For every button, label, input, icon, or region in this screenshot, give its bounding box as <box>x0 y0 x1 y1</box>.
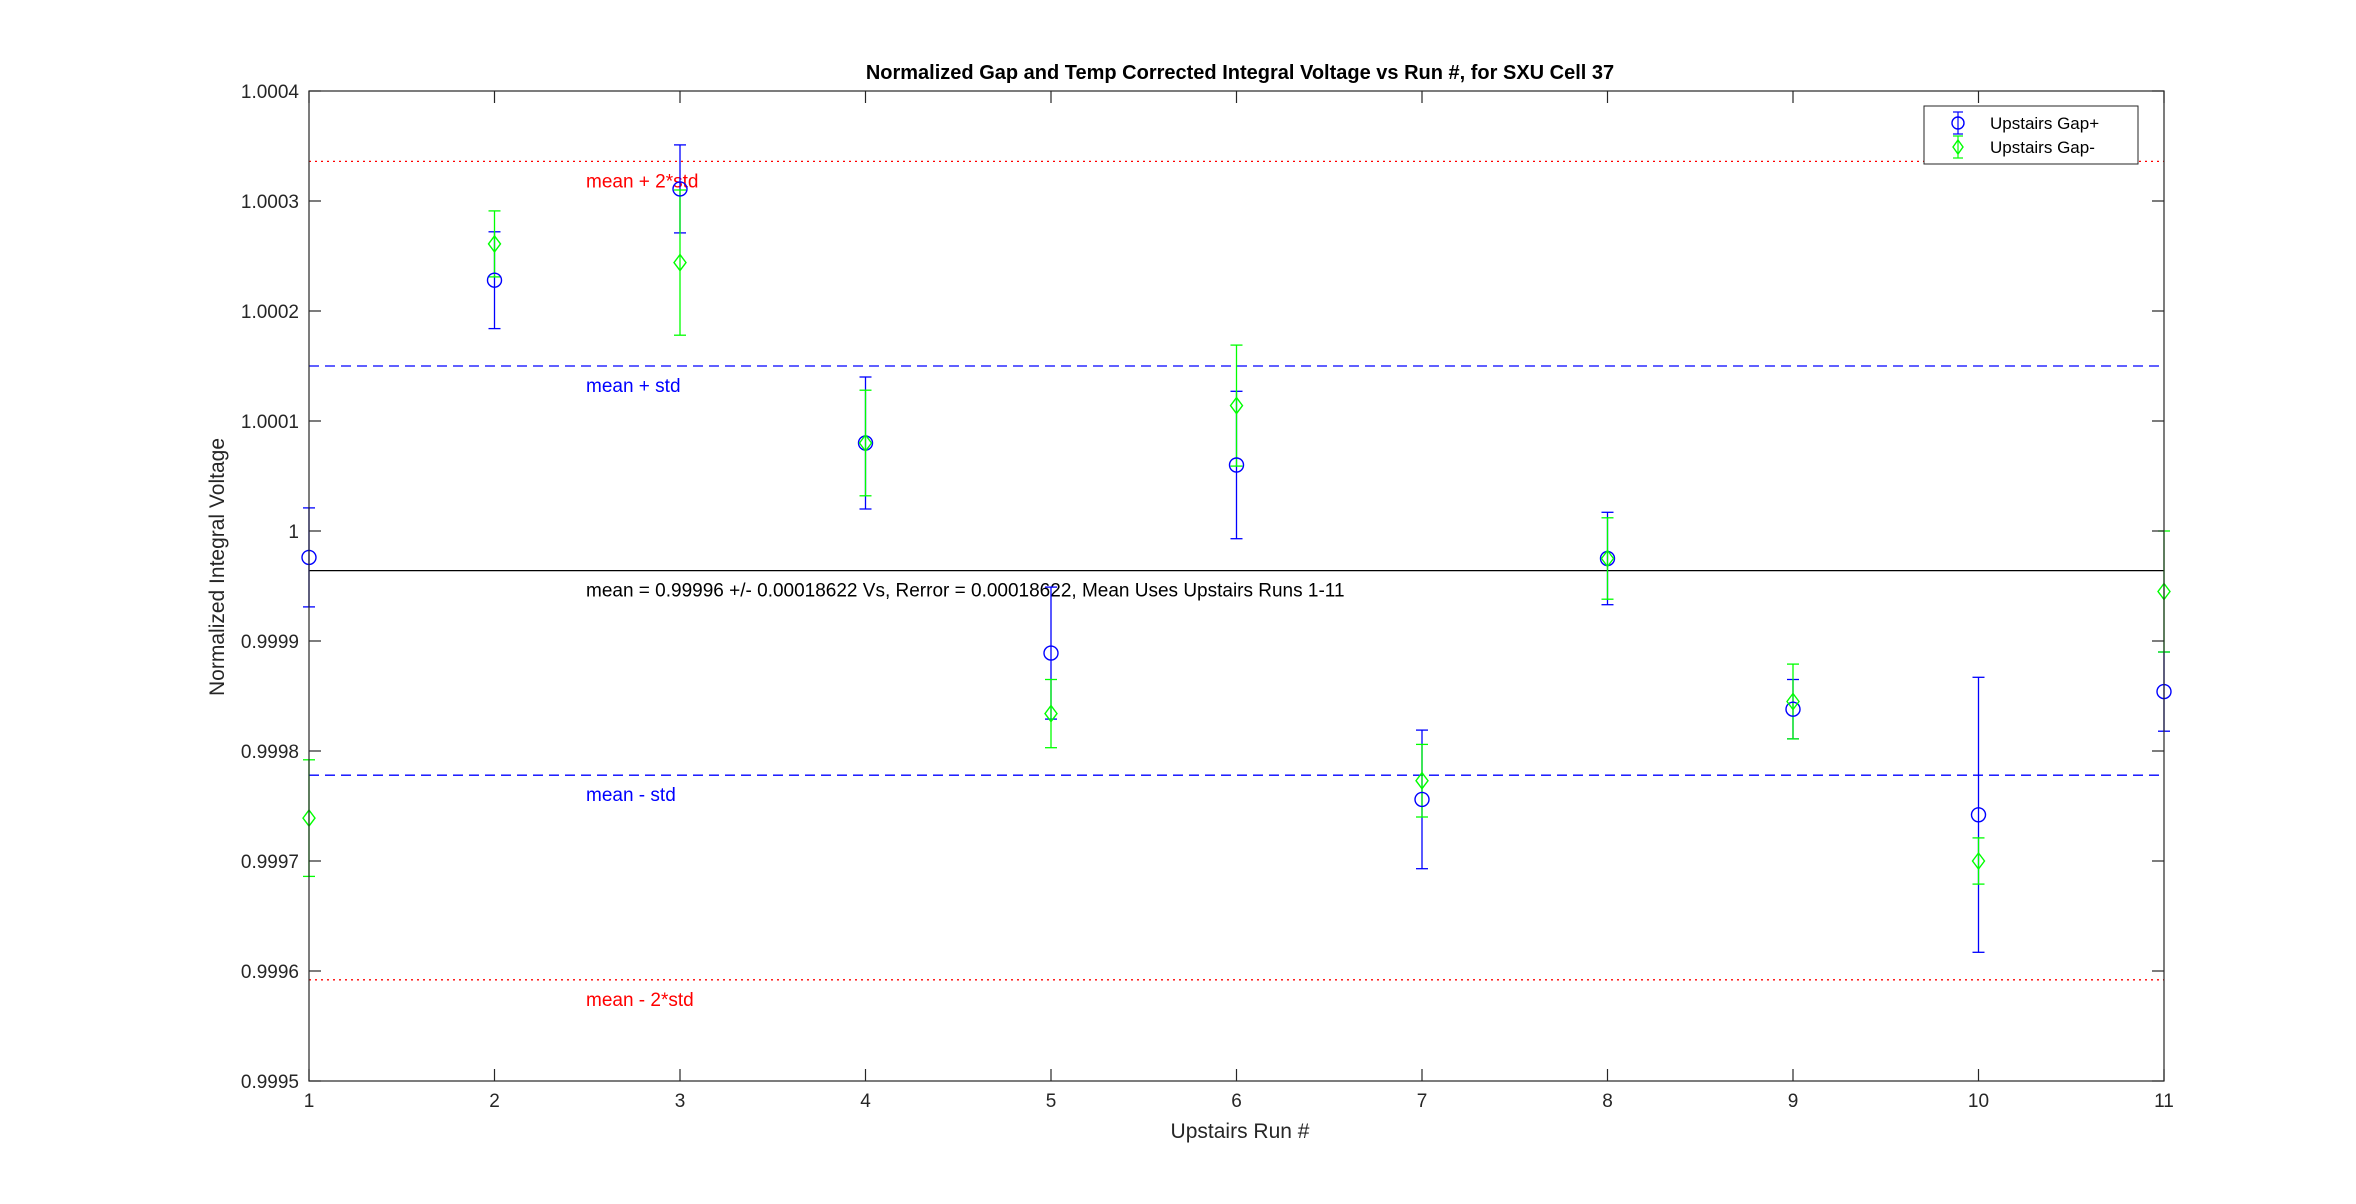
plot-area <box>309 91 2164 1081</box>
data-point-gap-minus <box>858 433 873 453</box>
data-point-gap-plus <box>1228 457 1245 473</box>
legend-marker-diamond <box>1952 138 1964 156</box>
y-tick-label: 0.9996 <box>241 962 299 983</box>
reference-line-label: mean - std <box>586 785 676 806</box>
legend-label: Upstairs Gap- <box>1990 138 2095 157</box>
y-tick-label: 1.0001 <box>241 412 299 433</box>
x-tick-label: 4 <box>860 1091 871 1112</box>
data-point-gap-plus <box>672 181 688 197</box>
y-tick-label: 0.9998 <box>241 742 299 763</box>
data-point-gap-minus <box>1971 851 1986 871</box>
legend-marker-circle <box>1951 116 1965 130</box>
data-point-gap-plus <box>1970 807 1987 823</box>
plot-frame <box>308 90 2165 1082</box>
x-tick-label: 6 <box>1231 1091 1242 1112</box>
data-point-gap-minus <box>1600 549 1615 568</box>
axis-ticks: 1 2 3 4 5 6 7 8 9 10 11 0.9995 0.9996 0.9997 0.9998 0.9… <box>241 82 2174 1112</box>
data-point-gap-plus <box>1414 791 1430 808</box>
x-tick-label: 8 <box>1602 1091 1613 1112</box>
reference-line-label: mean = 0.99996 +/- 0.00018622 Vs, Rerror… <box>586 581 1345 602</box>
x-tick-label: 7 <box>1417 1091 1428 1112</box>
data-point-gap-minus <box>1229 396 1244 415</box>
x-tick-label: 9 <box>1788 1091 1799 1112</box>
x-tick-label: 3 <box>675 1091 686 1112</box>
reference-line-label: mean + 2*std <box>586 171 699 192</box>
x-tick-label: 5 <box>1046 1091 1057 1112</box>
x-tick-label: 1 <box>304 1091 315 1112</box>
data-point-gap-minus <box>487 234 502 254</box>
y-tick-label: 0.9995 <box>241 1072 299 1093</box>
reference-line-label: mean + std <box>586 376 681 397</box>
legend-box <box>1923 105 2139 165</box>
legend: Upstairs Gap+ Upstairs Gap- <box>1923 105 2139 165</box>
data-point-gap-minus <box>1415 771 1429 790</box>
x-tick-label: 10 <box>1968 1091 1989 1112</box>
data-point-gap-minus <box>1044 704 1058 723</box>
y-tick-label: 0.9999 <box>241 632 299 653</box>
legend-label: Upstairs Gap+ <box>1990 114 2099 133</box>
x-tick-label: 2 <box>489 1091 500 1112</box>
reference-lines: mean + 2*std mean + std mean = 0.99996 +/-… <box>309 160 2164 1011</box>
y-axis-label: Normalized Integral Voltage <box>206 438 229 696</box>
chart-title: Normalized Gap and Temp Corrected Integr… <box>866 62 1614 84</box>
y-tick-label: 1 <box>288 522 299 543</box>
data-point-gap-plus <box>1043 645 1059 661</box>
x-axis-label: Upstairs Run # <box>1171 1120 1310 1143</box>
data-point-gap-plus <box>1785 701 1801 717</box>
data-point-gap-minus <box>673 253 687 272</box>
y-tick-label: 1.0003 <box>241 192 299 213</box>
y-tick-label: 1.0002 <box>241 302 299 323</box>
x-tick-label: 11 <box>2154 1091 2174 1112</box>
y-tick-label: 0.9997 <box>241 852 299 873</box>
y-tick-label: 1.0004 <box>241 82 300 103</box>
reference-line-label: mean - 2*std <box>586 990 694 1011</box>
data-point-gap-minus <box>1786 692 1800 711</box>
data-point-gap-plus <box>486 272 503 288</box>
